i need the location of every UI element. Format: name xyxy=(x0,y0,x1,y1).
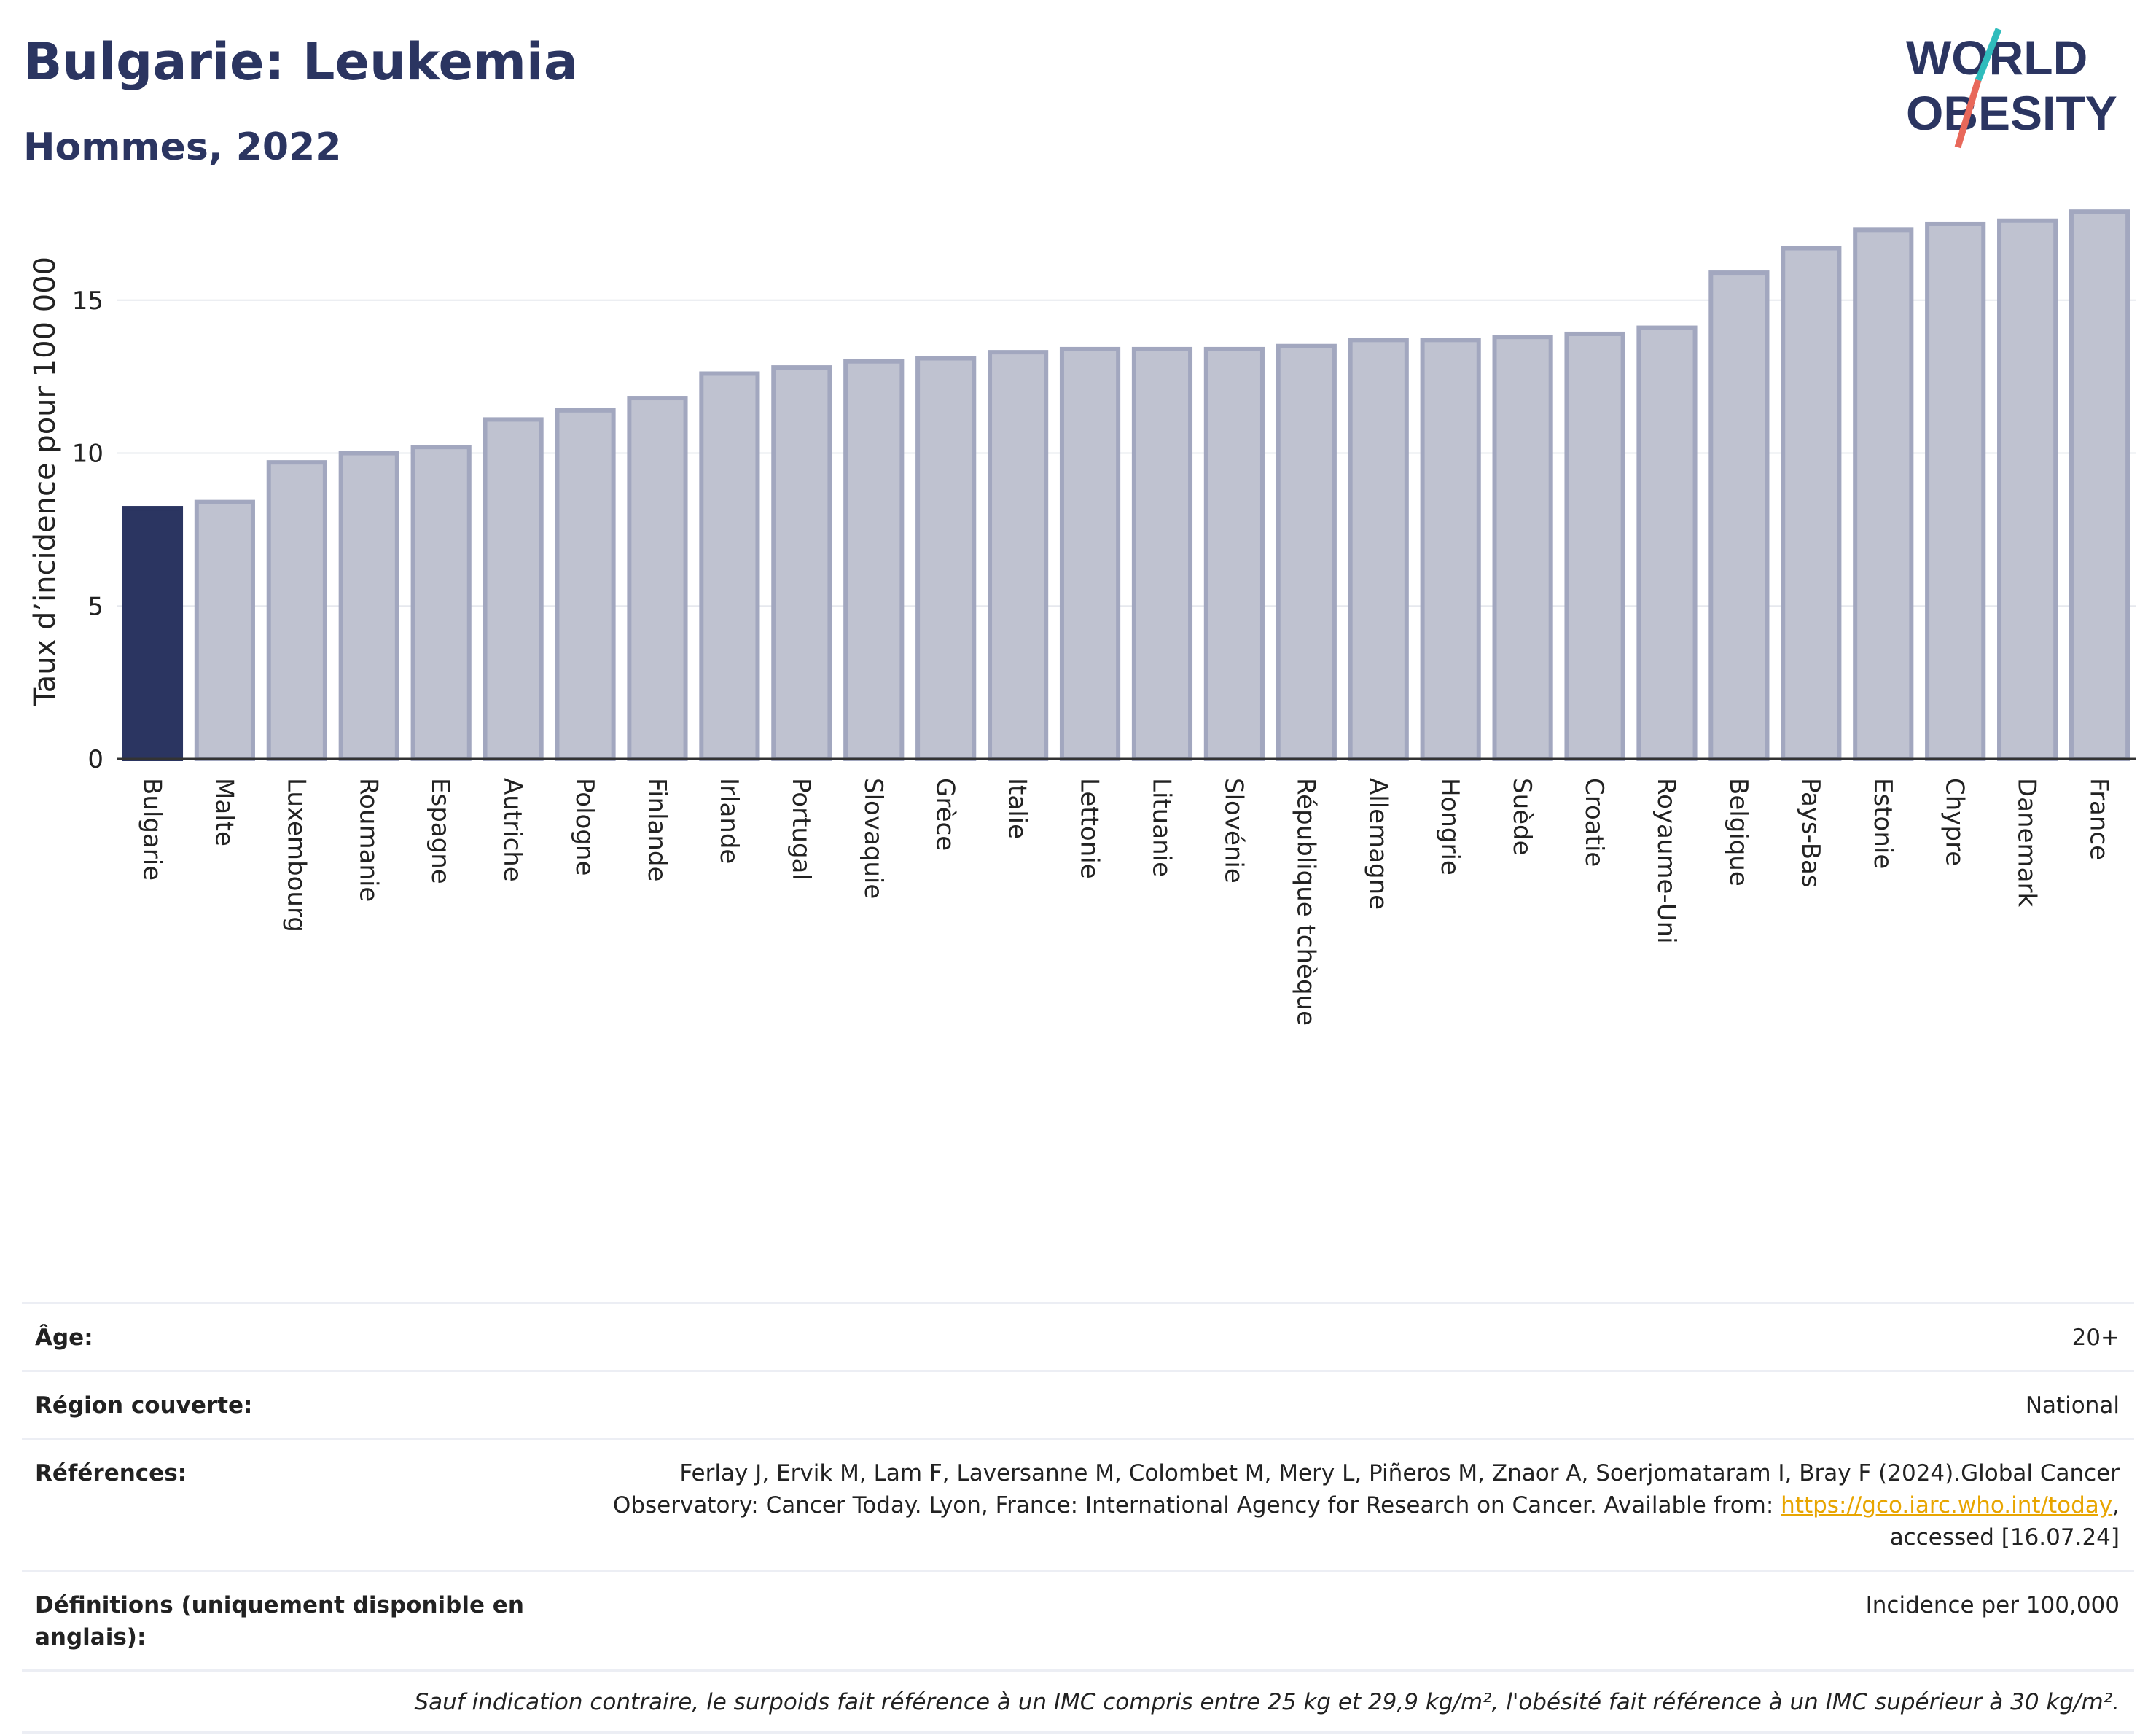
bar-r-publique-tch-que xyxy=(1276,343,1337,761)
x-tick-label: Italie xyxy=(1003,778,1032,839)
row-note: Sauf indication contraire, le surpoids f… xyxy=(22,1669,2134,1734)
x-tick-label: Royaume-Uni xyxy=(1652,778,1681,944)
row-region: Région couverte: National xyxy=(22,1370,2134,1438)
x-tick-label: Finlande xyxy=(642,778,671,881)
definitions-label: Définitions (uniquement disponible en an… xyxy=(35,1592,524,1650)
bar-lettonie xyxy=(1059,346,1121,761)
x-tick-label: Lituanie xyxy=(1147,778,1176,877)
x-tick-label: Autriche xyxy=(498,778,527,882)
x-tick-label: France xyxy=(2085,778,2114,860)
bar-lituanie xyxy=(1131,346,1193,761)
bar-malte xyxy=(194,499,255,761)
bar-espagne xyxy=(410,445,472,762)
bar-danemark xyxy=(1997,218,2058,761)
bar-france xyxy=(2069,209,2130,762)
x-tick-label: Slovaquie xyxy=(859,778,888,899)
references-text-1: Ferlay J, Ervik M, Lam F, Laversanne M, … xyxy=(612,1460,2120,1518)
x-tick-label: Danemark xyxy=(2012,778,2042,907)
row-definitions: Définitions (uniquement disponible en an… xyxy=(22,1570,2134,1669)
bar-italie xyxy=(988,350,1049,762)
bar-royaume-uni xyxy=(1636,325,1698,762)
world-obesity-logo: WORLD OBESITY xyxy=(1906,28,2117,149)
x-tick-label: Roumanie xyxy=(354,778,383,902)
bar-irlande xyxy=(699,371,760,761)
bar-roumanie xyxy=(338,451,399,761)
age-label: Âge: xyxy=(35,1325,93,1351)
region-label: Région couverte: xyxy=(35,1392,253,1419)
references-label: Références: xyxy=(35,1460,187,1486)
x-tick-label: Malte xyxy=(209,778,238,846)
x-tick-label: Chypre xyxy=(1940,778,1969,866)
bar-su-de xyxy=(1492,335,1553,761)
x-tick-label: Espagne xyxy=(426,778,455,884)
x-tick-label: Allemagne xyxy=(1363,778,1392,910)
bar-pologne xyxy=(555,408,616,761)
y-axis-label: Taux d’incidence pour 100 000 xyxy=(28,257,62,706)
y-tick-label: 15 xyxy=(72,286,103,316)
region-value: National xyxy=(2025,1392,2120,1419)
x-tick-label: Suède xyxy=(1507,778,1536,856)
x-tick-label: Belgique xyxy=(1724,778,1753,886)
references-value: Ferlay J, Ervik M, Lam F, Laversanne M, … xyxy=(589,1457,2120,1553)
x-tick-label: République tchèque xyxy=(1291,778,1320,1026)
info-table: Âge: 20+ Région couverte: National Référ… xyxy=(22,1302,2134,1734)
bar-chypre xyxy=(1925,221,1986,762)
bar-bulgarie xyxy=(122,506,184,761)
bar-autriche xyxy=(483,417,544,762)
logo-line2: OBESITY xyxy=(1906,86,2117,140)
references-link[interactable]: https://gco.iarc.who.int/today xyxy=(1781,1492,2113,1518)
x-tick-label: Pays-Bas xyxy=(1796,778,1825,888)
row-age: Âge: 20+ xyxy=(22,1302,2134,1370)
x-tick-label: Luxembourg xyxy=(281,778,310,932)
x-tick-label: Lettonie xyxy=(1075,778,1104,879)
y-tick-label: 10 xyxy=(72,440,103,469)
x-tick-label: Portugal xyxy=(786,778,816,881)
bar-hongrie xyxy=(1420,338,1481,762)
x-tick-label: Pologne xyxy=(570,778,599,876)
x-tick-label: Grèce xyxy=(931,778,960,851)
definitions-value: Incidence per 100,000 xyxy=(1865,1592,2120,1618)
x-tick-label: Estonie xyxy=(1868,778,1897,869)
x-tick-label: Hongrie xyxy=(1435,778,1464,876)
age-value: 20+ xyxy=(2071,1325,2120,1351)
x-tick-label: Slovénie xyxy=(1219,778,1248,884)
obesity-note: Sauf indication contraire, le surpoids f… xyxy=(414,1689,2120,1715)
axes: 0 5 10 15 xyxy=(72,286,2136,774)
bar-belgique xyxy=(1708,270,1770,761)
bar-slovaquie xyxy=(843,359,905,761)
references-text-2: , accessed [16.07.24] xyxy=(1889,1492,2120,1551)
bar-slov-nie xyxy=(1203,346,1265,761)
row-references: Références: Ferlay J, Ervik M, Lam F, La… xyxy=(22,1438,2134,1570)
chart-title: Bulgarie: Leukemia xyxy=(23,32,579,92)
bar-gr-ce xyxy=(915,356,977,761)
logo-slash-teal xyxy=(1975,28,2002,82)
bar-croatie xyxy=(1564,331,1625,761)
bar-estonie xyxy=(1853,227,1914,761)
bar-portugal xyxy=(771,365,832,761)
bar-pays-bas xyxy=(1781,246,1842,762)
bar-finlande xyxy=(627,396,688,761)
y-tick-label: 0 xyxy=(87,745,103,774)
bars xyxy=(122,209,2130,762)
chart-subtitle: Hommes, 2022 xyxy=(23,125,342,169)
x-tick-labels: Bulgarie Malte Luxembourg Roumanie Espagne Au… xyxy=(137,778,2113,1026)
x-tick-label: Bulgarie xyxy=(137,778,166,881)
logo-slash-coral xyxy=(1954,79,1982,149)
bar-allemagne xyxy=(1348,338,1409,762)
x-tick-label: Irlande xyxy=(714,778,743,864)
bar-chart: 0 5 10 15 Bulgarie Malte Luxembourg Roumanie Es… xyxy=(28,209,2136,1026)
bar-luxembourg xyxy=(266,460,327,761)
x-tick-label: Croatie xyxy=(1579,778,1609,867)
y-tick-label: 5 xyxy=(87,592,103,621)
